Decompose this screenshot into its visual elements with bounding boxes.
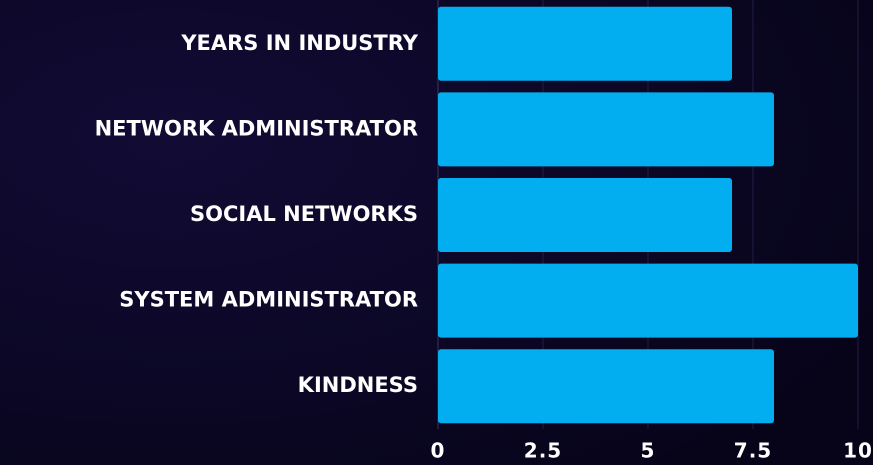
y-tick-label: YEARS IN INDUSTRY [180,31,418,55]
y-tick-label: KINDNESS [298,373,418,397]
x-tick-label: 0 [431,439,446,463]
y-tick-label: SYSTEM ADMINISTRATOR [119,288,418,312]
bar [438,178,732,252]
bar [438,6,732,81]
x-tick-label: 10 [843,439,873,463]
x-tick-label: 2.5 [524,439,562,463]
x-tick-label: 5 [641,439,656,463]
y-tick-label: NETWORK ADMINISTRATOR [95,116,418,140]
x-tick-label: 7.5 [734,439,772,463]
y-tick-label: SOCIAL NETWORKS [190,202,418,226]
bar [438,349,774,424]
bar [438,263,858,338]
bar [438,92,774,167]
